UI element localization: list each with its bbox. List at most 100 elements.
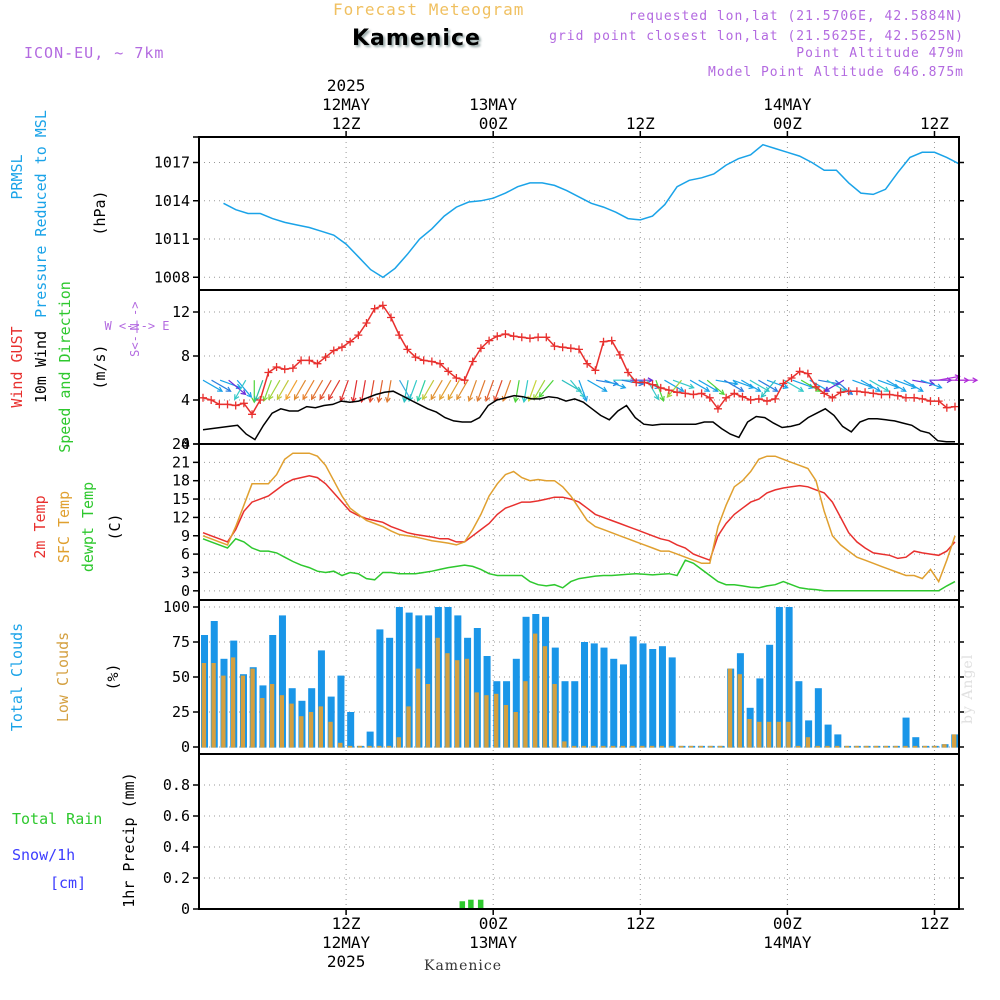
gust-marker xyxy=(820,389,829,398)
arrow-shaft xyxy=(408,379,418,402)
total-clouds-bar xyxy=(912,737,920,748)
x-tick-label-top: 00Z xyxy=(773,114,802,133)
low-clouds-bar xyxy=(532,633,538,748)
y-tick-label: 0.8 xyxy=(163,776,190,794)
arrow-shaft xyxy=(319,379,332,400)
gust-marker xyxy=(411,353,420,362)
gust-marker xyxy=(485,336,494,345)
pressure-line xyxy=(223,143,960,279)
wind-direction-arrow xyxy=(367,380,375,404)
gust-marker xyxy=(673,388,682,397)
total-clouds-bar xyxy=(581,642,589,748)
arrow-head xyxy=(246,392,253,399)
arrow-head xyxy=(319,394,325,401)
gust-marker xyxy=(395,331,404,340)
arrow-head xyxy=(538,392,545,399)
y-tick-label: 0.2 xyxy=(163,869,190,887)
total-clouds-bar xyxy=(278,615,286,748)
low-clouds-bar xyxy=(289,703,294,748)
arrow-shaft xyxy=(468,379,478,402)
arrow-shaft xyxy=(666,379,683,398)
wind-direction-arrow xyxy=(783,379,805,392)
low-clouds-bar xyxy=(679,745,684,748)
gust-marker xyxy=(370,304,379,313)
low-clouds-bar xyxy=(776,721,781,748)
wind-direction-arrow xyxy=(467,379,478,403)
gust-marker xyxy=(207,396,216,404)
low-clouds-bar xyxy=(484,695,489,748)
arrow-head xyxy=(620,383,627,390)
wind-direction-arrow xyxy=(311,379,324,401)
plot-frame xyxy=(198,136,960,910)
gust-marker xyxy=(640,378,649,387)
arrow-shaft xyxy=(494,379,503,402)
arrow-shaft xyxy=(514,380,520,402)
arrow-shaft xyxy=(485,379,495,402)
total-clouds-bar xyxy=(561,681,569,748)
model-altitude: Model Point Altitude 646.875m xyxy=(708,65,964,80)
wind-direction-arrow xyxy=(741,379,762,392)
wind-direction-arrow xyxy=(276,379,289,401)
arrow-head xyxy=(883,386,890,392)
arrow-head xyxy=(302,394,308,401)
gust-marker xyxy=(689,390,698,399)
compass-north: N -> xyxy=(128,302,142,331)
arrow-shaft xyxy=(378,380,384,402)
arrow-shaft xyxy=(894,379,917,389)
low-clouds-bar xyxy=(698,745,703,748)
low-clouds-bar xyxy=(757,721,762,748)
y-tick-label: 0.6 xyxy=(163,807,190,825)
gust-marker xyxy=(509,332,518,341)
arrow-shaft xyxy=(903,379,924,392)
arrow-shaft xyxy=(783,379,804,392)
arrow-shaft xyxy=(403,380,409,402)
total-clouds-bar xyxy=(317,650,325,748)
low-clouds-bar xyxy=(747,719,752,748)
gust-marker xyxy=(901,393,910,402)
wind-direction-arrow xyxy=(513,380,520,404)
arrow-shaft xyxy=(276,379,289,400)
arrow-shaft xyxy=(852,379,874,389)
gust-marker xyxy=(272,363,281,371)
gust-marker xyxy=(199,393,207,402)
low-clouds-bar xyxy=(903,745,908,748)
low-clouds-bar xyxy=(649,745,655,748)
wind-direction-arrow xyxy=(319,379,332,401)
arrow-head xyxy=(929,380,936,387)
gust-marker xyxy=(852,387,861,396)
low-clouds-bar xyxy=(669,745,674,748)
low-clouds-bar xyxy=(883,745,889,748)
total-clouds-bar xyxy=(571,681,579,748)
arrow-head xyxy=(704,386,711,392)
arrow-head xyxy=(612,380,619,387)
gust-marker xyxy=(624,368,633,377)
arrow-shaft xyxy=(228,379,246,395)
arrow-shaft xyxy=(741,379,761,392)
requested-coordinates: requested lon,lat (21.5706E, 42.5884N) xyxy=(628,9,964,24)
arrow-head xyxy=(712,386,719,392)
y-tick-label: 0 xyxy=(181,435,190,453)
arrow-shaft xyxy=(706,379,725,395)
temp-title-3: dewpt Temp xyxy=(79,482,97,572)
arrow-head xyxy=(900,386,907,392)
gust-marker xyxy=(615,350,624,359)
arrow-head xyxy=(875,386,882,392)
low-clouds-bar xyxy=(581,745,587,748)
wind-direction-arrow xyxy=(476,379,486,403)
low-clouds-bar xyxy=(718,745,723,748)
wind-direction-arrow xyxy=(211,379,232,392)
gust-marker xyxy=(705,393,714,402)
x-tick-label-bottom: 14MAY xyxy=(763,933,812,952)
arrow-shaft xyxy=(604,379,626,389)
low-clouds-bar xyxy=(630,745,635,748)
total-clouds-bar xyxy=(775,607,783,748)
x-tick-label-bottom: 13MAY xyxy=(469,933,518,952)
wind-direction-arrow xyxy=(666,379,683,399)
wind-direction-arrow xyxy=(407,379,418,403)
low-clouds-bar xyxy=(854,745,859,748)
grid-point-coordinates: grid point closest lon,lat (21.5625E, 42… xyxy=(549,29,964,44)
y-tick-label: 75 xyxy=(172,633,190,651)
gust-marker xyxy=(803,369,812,378)
low-clouds-bar xyxy=(659,745,664,748)
arrow-shaft xyxy=(456,379,469,400)
